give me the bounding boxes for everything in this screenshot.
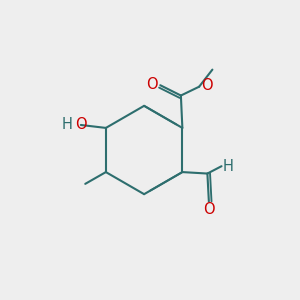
Text: O: O [146, 77, 158, 92]
Text: H: H [223, 159, 233, 174]
Text: O: O [75, 117, 87, 132]
Text: O: O [202, 78, 213, 93]
Text: H: H [61, 117, 72, 132]
Text: O: O [203, 202, 215, 217]
